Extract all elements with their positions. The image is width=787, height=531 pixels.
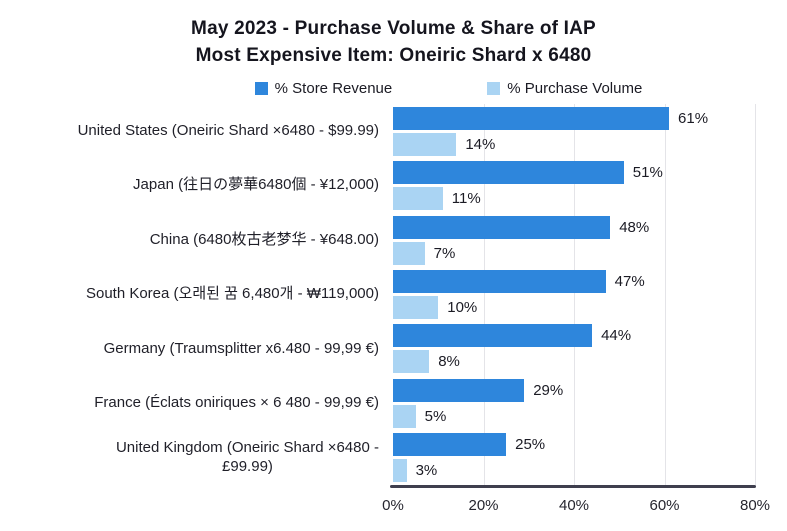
store-revenue-bar bbox=[393, 106, 670, 130]
country-row: South Korea (오래된 꿈 6,480개 - ₩119,000) 47%… bbox=[0, 267, 787, 321]
category-label: China (6480枚古老梦华 - ¥648.00) bbox=[149, 230, 379, 248]
value-label: 47% bbox=[614, 272, 645, 290]
value-label: 7% bbox=[433, 244, 456, 262]
country-row: United States (Oneiric Shard ×6480 - $99… bbox=[0, 104, 787, 158]
bar-line: 51% bbox=[393, 161, 755, 185]
bar-line: 8% bbox=[393, 350, 755, 374]
category-label: Japan (往日の夢華6480個 - ¥12,000) bbox=[133, 176, 379, 194]
country-row: France (Éclats oniriques × 6 480 - 99,99… bbox=[0, 376, 787, 430]
x-tick-label: 80% bbox=[739, 497, 771, 514]
bar-line: 10% bbox=[393, 295, 755, 319]
purchase-volume-bar bbox=[393, 404, 416, 428]
purchase-volume-bar bbox=[393, 241, 425, 265]
x-axis-line bbox=[390, 485, 756, 488]
purchase-volume-bar bbox=[393, 459, 407, 483]
bar-line: 3% bbox=[393, 459, 755, 483]
bar-line: 47% bbox=[393, 269, 755, 293]
value-label: 29% bbox=[533, 381, 564, 399]
purchase-volume-bar bbox=[393, 132, 457, 156]
x-tick-label: 60% bbox=[649, 497, 680, 514]
value-label: 3% bbox=[415, 462, 438, 480]
bar-group: 25% 3% bbox=[393, 433, 755, 483]
bar-line: 29% bbox=[393, 378, 755, 402]
category-label: United States (Oneiric Shard ×6480 - $99… bbox=[77, 121, 379, 139]
value-label: 61% bbox=[678, 109, 709, 127]
bar-line: 61% bbox=[393, 106, 755, 130]
store-revenue-bar bbox=[393, 215, 611, 239]
legend-item-purchase-volume: % Purchase Volume bbox=[487, 80, 642, 97]
bar-group: 48% 7% bbox=[393, 215, 755, 265]
bar-group: 44% 8% bbox=[393, 324, 755, 374]
store-revenue-bar bbox=[393, 378, 525, 402]
purchase-volume-bar bbox=[393, 295, 439, 319]
x-tick-label: 20% bbox=[468, 497, 499, 514]
bar-group: 29% 5% bbox=[393, 378, 755, 428]
bar-group: 47% 10% bbox=[393, 269, 755, 319]
value-label: 8% bbox=[438, 353, 460, 371]
legend-item-store-revenue: % Store Revenue bbox=[254, 80, 393, 97]
bar-group: 51% 11% bbox=[393, 161, 755, 211]
bar-rows: United States (Oneiric Shard ×6480 - $99… bbox=[0, 104, 787, 485]
x-tick-label: 0% bbox=[382, 497, 404, 514]
plot-gridlines bbox=[393, 104, 756, 485]
purchase-volume-bar bbox=[393, 350, 430, 374]
store-revenue-bar bbox=[393, 433, 507, 457]
country-row: Germany (Traumsplitter x6.480 - 99,99 €)… bbox=[0, 322, 787, 376]
legend-label-store-revenue: % Store Revenue bbox=[274, 80, 393, 97]
value-label: 44% bbox=[601, 327, 632, 345]
value-label: 5% bbox=[424, 407, 447, 425]
chart-title-line2: Most Expensive Item: Oneiric Shard x 648… bbox=[195, 45, 592, 66]
value-label: 10% bbox=[447, 298, 478, 316]
store-revenue-bar bbox=[393, 269, 606, 293]
category-label: United Kingdom (Oneiric Shard ×6480 - £9… bbox=[115, 438, 379, 475]
legend: % Store Revenue % Purchase Volume bbox=[55, 80, 787, 97]
country-row: United Kingdom (Oneiric Shard ×6480 - £9… bbox=[0, 431, 787, 485]
store-revenue-bar bbox=[393, 161, 624, 185]
category-label: Germany (Traumsplitter x6.480 - 99,99 €) bbox=[103, 339, 379, 357]
value-label: 25% bbox=[515, 436, 546, 454]
chart-title: May 2023 - Purchase Volume & Share of IA… bbox=[0, 0, 787, 69]
value-label: 14% bbox=[465, 135, 496, 153]
bar-line: 5% bbox=[393, 404, 755, 428]
country-row: China (6480枚古老梦华 - ¥648.00) 48% 7% bbox=[0, 213, 787, 267]
bar-line: 14% bbox=[393, 132, 755, 156]
value-label: 51% bbox=[632, 164, 663, 182]
chart-title-line1: May 2023 - Purchase Volume & Share of IA… bbox=[191, 18, 596, 39]
country-row: Japan (往日の夢華6480個 - ¥12,000) 51% 11% bbox=[0, 158, 787, 212]
legend-swatch-store-revenue-icon bbox=[254, 82, 268, 95]
gridline bbox=[664, 104, 666, 485]
legend-swatch-purchase-volume-icon bbox=[487, 82, 501, 95]
legend-label-purchase-volume: % Purchase Volume bbox=[507, 80, 643, 97]
bar-group: 61% 14% bbox=[393, 106, 755, 156]
value-label: 48% bbox=[619, 218, 650, 236]
x-axis-ticks: 0% 20% 40% 60% 80% bbox=[382, 497, 770, 517]
value-label: 11% bbox=[451, 190, 481, 208]
bar-line: 25% bbox=[393, 433, 755, 457]
purchase-volume-bar bbox=[393, 187, 443, 211]
category-label: France (Éclats oniriques × 6 480 - 99,99… bbox=[94, 393, 379, 411]
bar-line: 48% bbox=[393, 215, 755, 239]
x-tick-label: 40% bbox=[558, 497, 590, 514]
category-label: South Korea (오래된 꿈 6,480개 - ₩119,000) bbox=[85, 285, 379, 303]
bar-line: 11% bbox=[393, 187, 755, 211]
bar-line: 7% bbox=[393, 241, 755, 265]
bar-line: 44% bbox=[393, 324, 755, 348]
gridline bbox=[755, 104, 756, 485]
store-revenue-bar bbox=[393, 324, 593, 348]
gridline bbox=[483, 104, 485, 485]
gridline bbox=[574, 104, 575, 485]
